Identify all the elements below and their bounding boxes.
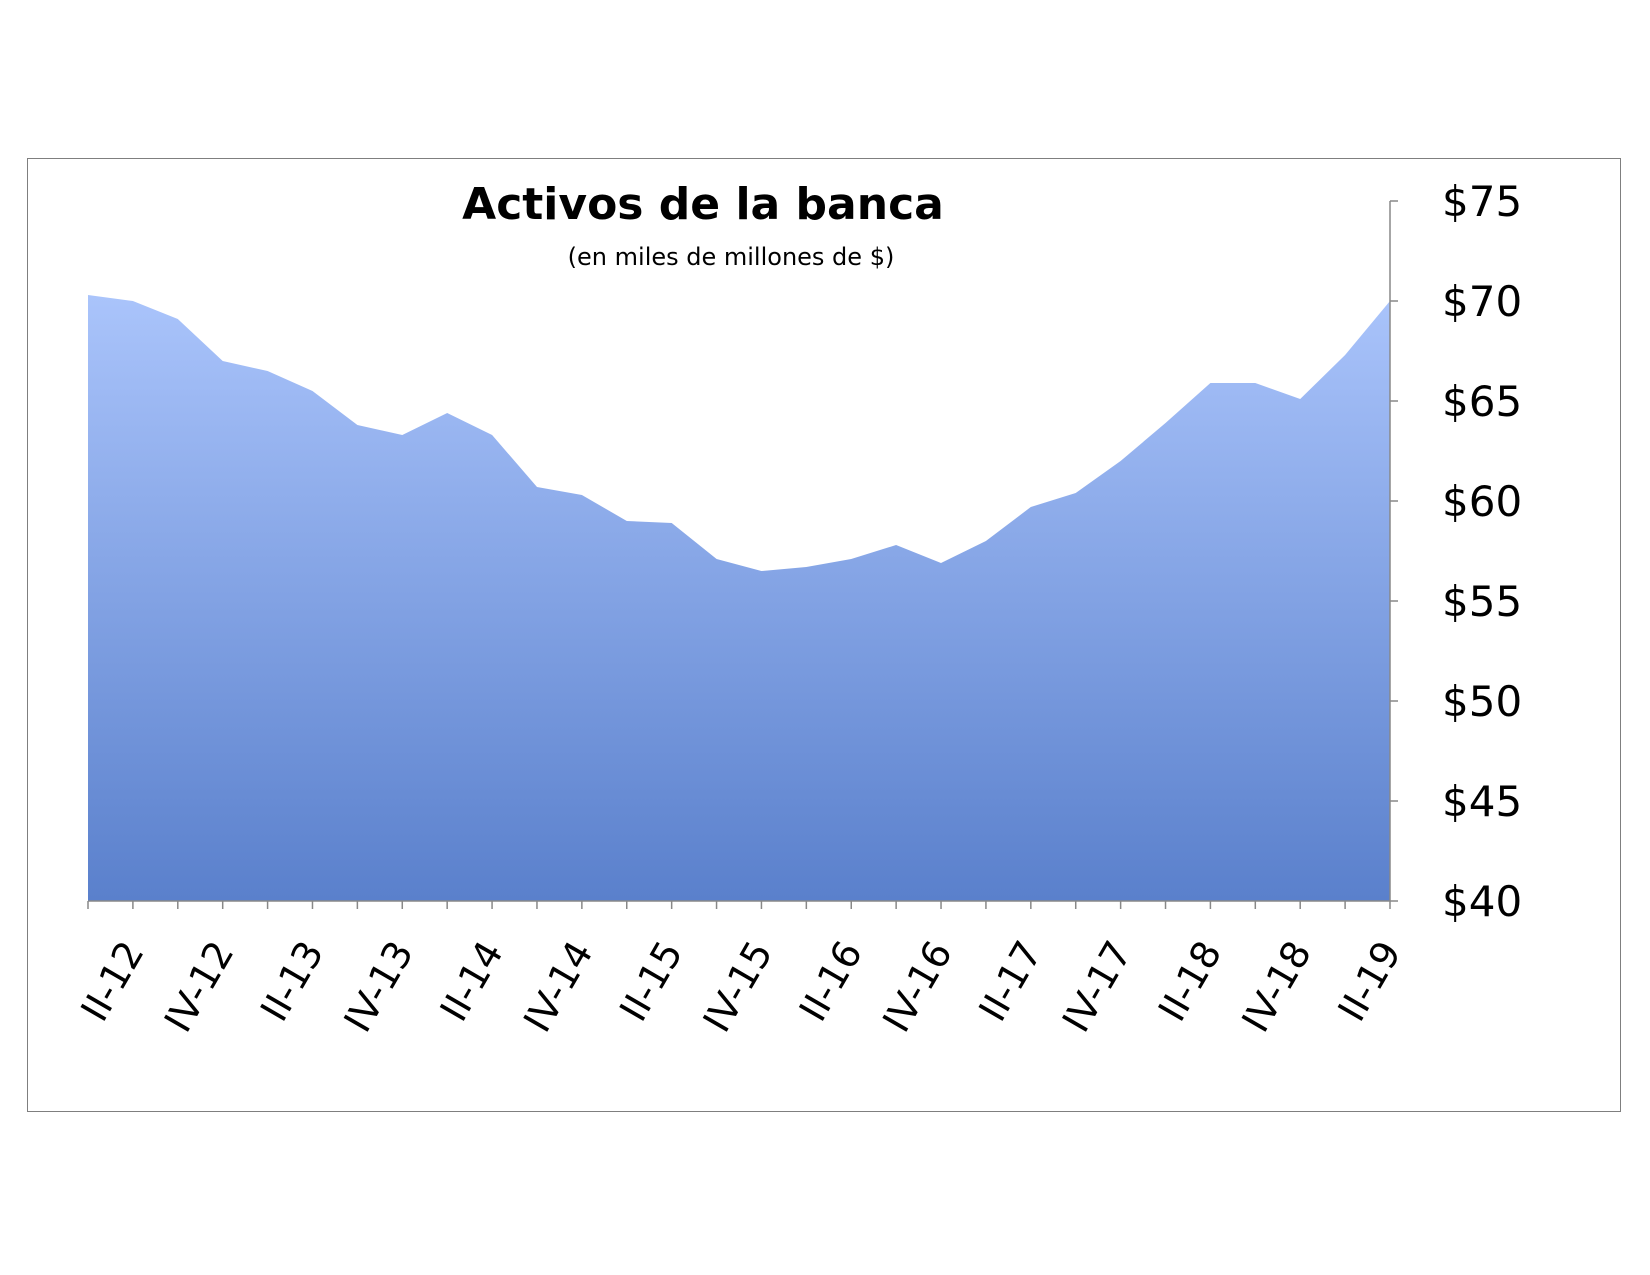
x-tick-label: II-19: [1329, 934, 1409, 1029]
x-tick-label: IV-18: [1233, 934, 1320, 1040]
y-tick-label: $40: [1442, 877, 1522, 926]
y-tick-label: $60: [1442, 477, 1522, 526]
x-tick-label: II-15: [611, 934, 691, 1029]
y-tick-label: $45: [1442, 777, 1522, 826]
y-tick-label: $70: [1442, 277, 1522, 326]
x-tick-label: IV-16: [874, 934, 961, 1040]
x-tick-label: II-12: [72, 934, 152, 1029]
x-tick-label: IV-17: [1054, 934, 1141, 1040]
data-area: [88, 295, 1390, 901]
y-tick-label: $50: [1442, 677, 1522, 726]
x-tick-label: II-18: [1150, 934, 1230, 1029]
y-tick-label: $55: [1442, 577, 1522, 626]
chart-subtitle: (en miles de millones de $): [568, 243, 895, 271]
x-tick-label: II-13: [252, 934, 332, 1029]
x-tick-label: IV-13: [335, 934, 422, 1040]
chart-frame: $40 $45 $50 $55 $60 $65 $70 $75 II-12 IV-12 II-13 I…: [27, 158, 1621, 1112]
chart-title: Activos de la banca: [462, 179, 944, 230]
y-tick-label: $75: [1442, 177, 1522, 226]
x-tick-label: II-16: [791, 934, 871, 1029]
x-tick-label: II-17: [970, 934, 1050, 1029]
x-tick-label: II-14: [432, 934, 512, 1029]
x-tick-label: IV-14: [515, 934, 602, 1040]
y-tick-label: $65: [1442, 377, 1522, 426]
x-tick-label: IV-15: [695, 934, 782, 1040]
x-tick-label: IV-12: [156, 934, 243, 1040]
